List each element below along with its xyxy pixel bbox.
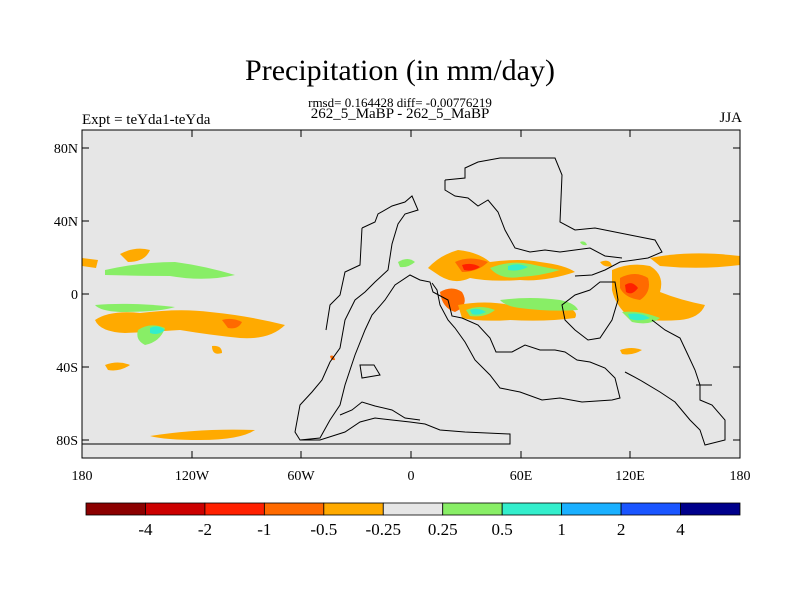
lat-label: 80N bbox=[54, 142, 78, 157]
colorbar-swatch bbox=[85, 502, 146, 516]
precip-region bbox=[150, 326, 165, 334]
season-label: JJA bbox=[719, 110, 742, 126]
precip-region bbox=[625, 283, 638, 294]
precip-region bbox=[600, 260, 612, 267]
experiment-label: Expt = teYda1-teYda bbox=[82, 112, 211, 128]
precip-region bbox=[500, 298, 578, 311]
precip-region bbox=[490, 262, 560, 278]
precip-region bbox=[462, 263, 480, 271]
colorbar-label: 2 bbox=[617, 520, 626, 539]
precip-region bbox=[222, 318, 242, 329]
colorbar-label: 0.25 bbox=[428, 520, 458, 539]
precip-region bbox=[82, 258, 98, 268]
lon-label: 180 bbox=[730, 469, 751, 484]
lat-label: 0 bbox=[71, 288, 78, 303]
lon-label: 60W bbox=[287, 469, 315, 484]
plot-subtitle: 262_5_MaBP - 262_5_MaBP bbox=[310, 106, 490, 122]
precip-region bbox=[650, 253, 740, 268]
colorbar-swatch bbox=[680, 502, 741, 516]
colorbar-swatch bbox=[145, 502, 206, 516]
colorbar-swatch bbox=[561, 502, 622, 516]
precip-region bbox=[470, 308, 486, 315]
lon-label: 180 bbox=[72, 469, 93, 484]
lon-label: 0 bbox=[408, 469, 415, 484]
continent-outlines bbox=[82, 157, 726, 446]
precip-region bbox=[120, 248, 150, 262]
colorbar-swatch bbox=[620, 502, 681, 516]
colorbar-swatch bbox=[442, 502, 503, 516]
lat-label: 40S bbox=[56, 361, 78, 376]
precip-region bbox=[95, 303, 175, 312]
plot-title: Precipitation (in mm/day) bbox=[245, 54, 555, 87]
colorbar-swatch bbox=[323, 502, 384, 516]
precip-region bbox=[105, 262, 235, 279]
lat-label: 80S bbox=[56, 434, 78, 449]
axis-ticks bbox=[81, 130, 741, 458]
colorbar-swatch bbox=[382, 502, 444, 516]
precip-region bbox=[580, 241, 587, 246]
precip-region bbox=[398, 259, 415, 268]
lon-label: 60E bbox=[510, 469, 533, 484]
rmsd-diff-stats: rmsd= 0.164428 diff= -0.00776219 bbox=[308, 95, 492, 110]
precip-region bbox=[212, 345, 222, 354]
colorbar-label: 4 bbox=[676, 520, 685, 539]
colorbar-label: -2 bbox=[198, 520, 212, 539]
colorbar-label: 1 bbox=[557, 520, 566, 539]
precip-region bbox=[628, 313, 650, 321]
colorbar: -4 -2 -1 -0.5 -0.25 0.25 0.5 1 2 4 bbox=[85, 502, 741, 539]
precip-region bbox=[620, 348, 642, 355]
colorbar-swatch bbox=[501, 502, 563, 516]
precip-region bbox=[508, 264, 528, 271]
colorbar-swatch bbox=[263, 502, 325, 516]
lon-label: 120W bbox=[175, 469, 210, 484]
colorbar-label: 0.5 bbox=[492, 520, 513, 539]
colorbar-label: -0.25 bbox=[366, 520, 401, 539]
precip-region bbox=[105, 362, 130, 371]
colorbar-label: -0.5 bbox=[310, 520, 337, 539]
precip-region bbox=[150, 429, 255, 440]
lon-label: 120E bbox=[615, 469, 645, 484]
precip-anomaly-fills bbox=[82, 241, 740, 440]
axis-labels: 80N 40N 0 40S 80S 180 120W 60W 0 60E 120… bbox=[54, 142, 751, 484]
lat-label: 40N bbox=[54, 215, 78, 230]
colorbar-label: -4 bbox=[138, 520, 153, 539]
colorbar-label: -1 bbox=[257, 520, 271, 539]
colorbar-swatch bbox=[204, 502, 265, 516]
